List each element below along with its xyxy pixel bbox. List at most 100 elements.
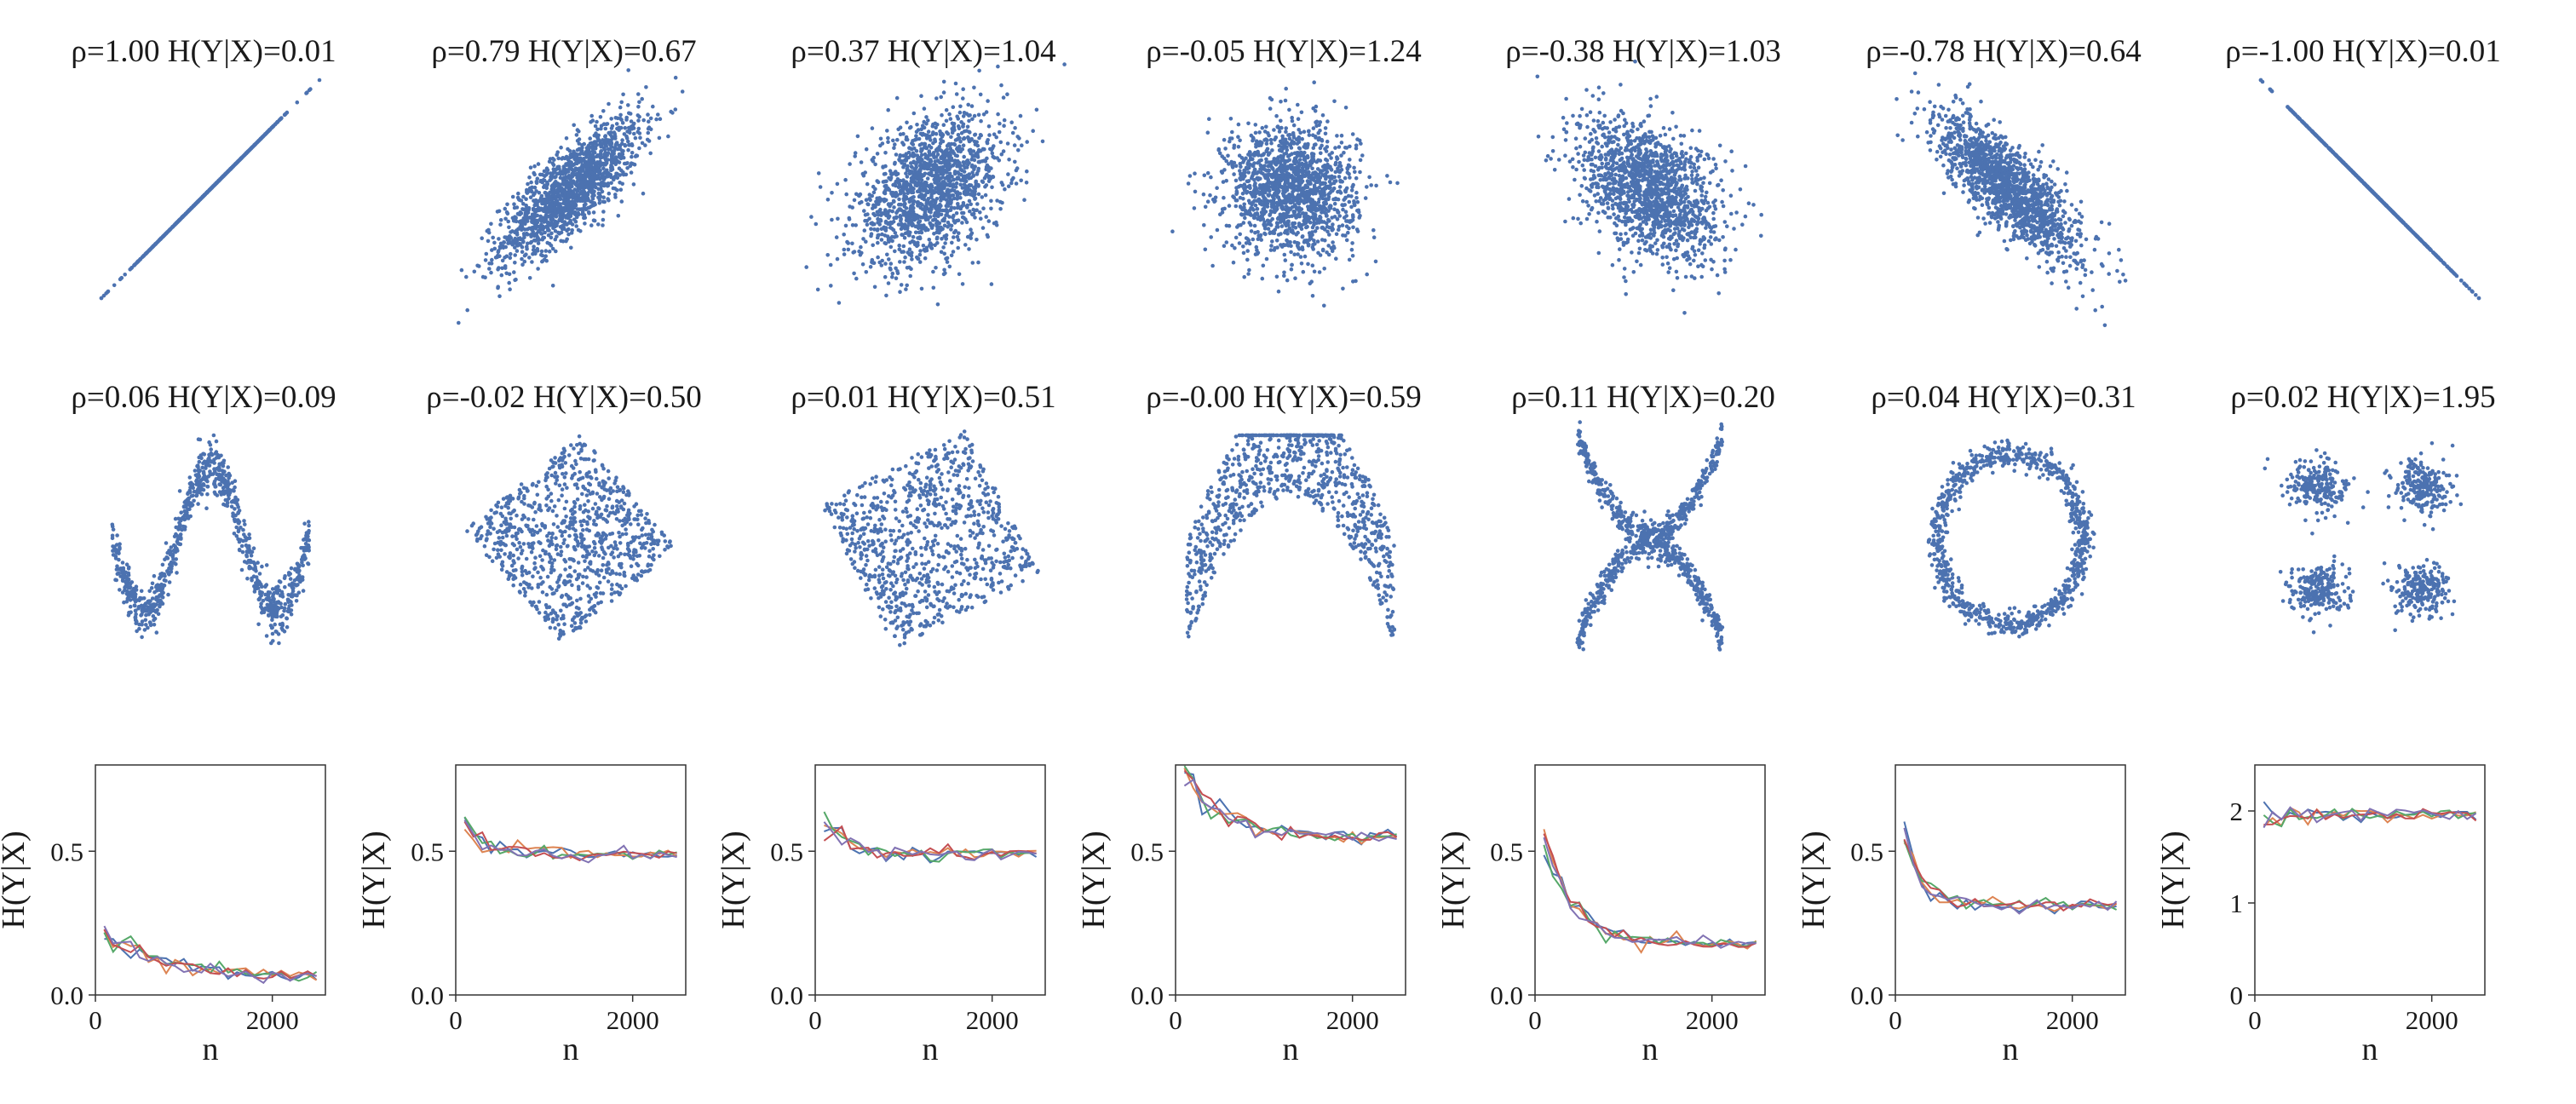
scatter-point bbox=[555, 171, 560, 176]
scatter-point bbox=[1271, 167, 1275, 171]
scatter-point bbox=[562, 189, 567, 194]
scatter-point bbox=[875, 179, 879, 183]
scatter-point bbox=[543, 219, 549, 224]
scatter-point bbox=[921, 244, 926, 248]
scatter-point bbox=[486, 239, 491, 244]
scatter-point bbox=[576, 173, 581, 177]
scatter-point bbox=[575, 128, 580, 132]
scatter-point bbox=[1360, 153, 1365, 158]
scatter-point bbox=[1263, 223, 1268, 227]
scatter-point bbox=[953, 228, 958, 233]
scatter-point bbox=[591, 167, 596, 172]
scatter-point bbox=[1249, 229, 1254, 233]
scatter-point bbox=[606, 181, 611, 186]
scatter-point bbox=[953, 153, 958, 158]
scatter-point bbox=[986, 234, 990, 239]
scatter-point bbox=[628, 112, 633, 116]
scatter-point bbox=[926, 129, 931, 134]
scatter-point bbox=[978, 133, 983, 137]
scatter-point bbox=[658, 117, 663, 121]
scatter-point bbox=[285, 110, 290, 115]
scatter-point bbox=[613, 116, 618, 120]
scatter-point bbox=[607, 101, 611, 106]
scatter-point bbox=[1040, 139, 1045, 144]
scatter-point bbox=[890, 274, 894, 279]
scatter-point bbox=[620, 121, 625, 125]
scatter-point bbox=[956, 176, 961, 181]
scatter-point bbox=[871, 243, 875, 248]
scatter-point bbox=[1323, 126, 1328, 130]
scatter-point bbox=[194, 200, 199, 205]
scatter-point bbox=[927, 150, 932, 154]
scatter-point bbox=[1296, 117, 1301, 121]
scatter-point bbox=[881, 165, 885, 170]
scatter-point bbox=[978, 210, 982, 215]
scatter-point bbox=[981, 206, 986, 210]
scatter-point bbox=[969, 104, 975, 108]
scatter-point bbox=[1354, 190, 1359, 195]
scatter-point bbox=[850, 205, 854, 210]
scatter-point bbox=[1350, 254, 1355, 258]
scatter-point bbox=[565, 237, 569, 242]
scatter-point bbox=[496, 285, 500, 290]
scatter-point bbox=[1279, 205, 1284, 210]
scatter-point bbox=[928, 209, 933, 213]
scatter-point bbox=[613, 174, 618, 179]
scatter-point bbox=[989, 166, 993, 170]
scatter-point bbox=[1253, 211, 1257, 216]
scatter-point bbox=[888, 175, 894, 181]
scatter-point bbox=[585, 162, 589, 166]
scatter-point bbox=[888, 209, 892, 213]
scatter-point bbox=[1352, 201, 1356, 206]
scatter-point bbox=[638, 135, 642, 140]
scatter-point bbox=[589, 145, 594, 149]
scatter-point bbox=[1351, 225, 1355, 230]
scatter-point bbox=[875, 196, 879, 201]
scatter-point bbox=[513, 253, 517, 257]
scatter-point bbox=[1266, 131, 1270, 135]
scatter-point bbox=[1283, 98, 1288, 103]
scatter-point bbox=[1233, 164, 1239, 169]
scatter-point bbox=[917, 219, 923, 224]
scatter-point bbox=[543, 230, 547, 235]
scatter-point bbox=[1215, 186, 1219, 190]
scatter-point bbox=[872, 285, 877, 290]
scatter-point bbox=[1202, 223, 1206, 227]
scatter-point bbox=[129, 265, 135, 270]
scatter-point bbox=[572, 123, 576, 128]
scatter-point bbox=[1308, 163, 1313, 167]
scatter-point bbox=[648, 116, 653, 121]
scatter-point bbox=[1354, 196, 1359, 200]
scatter-point bbox=[924, 248, 929, 253]
scatter-point bbox=[535, 176, 540, 181]
scatter-point bbox=[570, 227, 574, 233]
scatter-point bbox=[1282, 243, 1287, 248]
scatter-point bbox=[883, 171, 888, 176]
scatter-point bbox=[1266, 193, 1270, 198]
scatter-point bbox=[608, 130, 613, 135]
scatter-point bbox=[973, 189, 977, 194]
scatter-point bbox=[920, 193, 924, 198]
scatter-point bbox=[568, 155, 572, 159]
scatter-point bbox=[541, 235, 545, 240]
scatter-point bbox=[965, 234, 970, 239]
scatter-point bbox=[891, 171, 895, 176]
scatter-point bbox=[893, 142, 897, 147]
scatter-point bbox=[951, 250, 956, 254]
scatter-point bbox=[1295, 184, 1300, 188]
scatter-point bbox=[976, 192, 981, 197]
scatter-point bbox=[1260, 276, 1265, 281]
scatter-point bbox=[886, 202, 891, 207]
scatter-point bbox=[603, 126, 608, 131]
scatter-point bbox=[892, 146, 896, 150]
scatter-point bbox=[545, 225, 549, 229]
scatter-point bbox=[934, 187, 938, 191]
scatter-point bbox=[568, 208, 572, 213]
scatter-point bbox=[1275, 195, 1279, 199]
scatter-point bbox=[895, 137, 900, 142]
scatter-point bbox=[630, 127, 635, 131]
scatter-point bbox=[947, 264, 952, 269]
scatter-point bbox=[1246, 159, 1251, 164]
scatter-point bbox=[1031, 129, 1035, 133]
scatter-point bbox=[975, 143, 980, 148]
